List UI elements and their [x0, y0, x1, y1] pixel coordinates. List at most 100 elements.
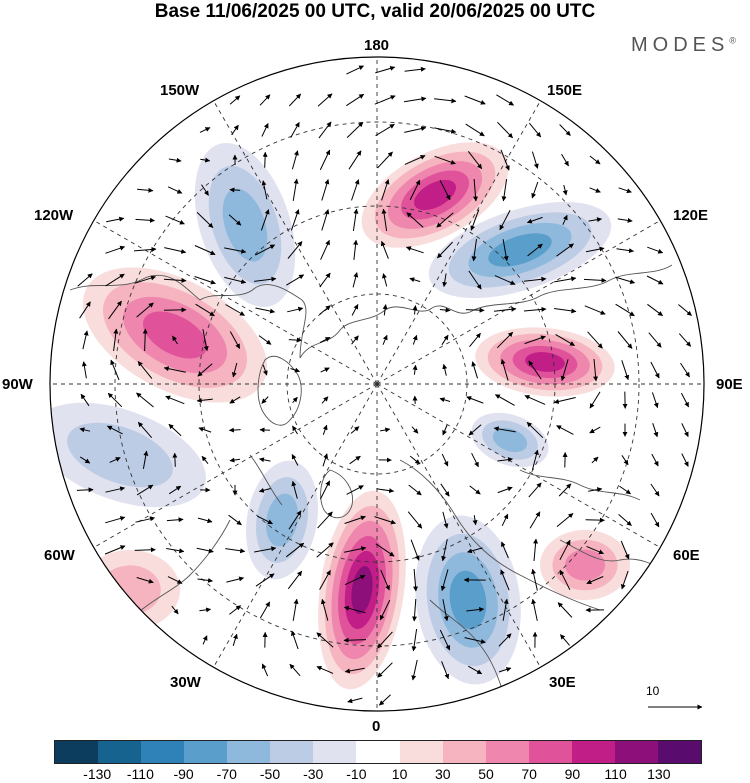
wind-vector: [501, 179, 508, 202]
wind-vector: [81, 361, 87, 379]
wind-vector: [229, 605, 241, 615]
wind-vector: [197, 577, 213, 583]
meridian-line: [93, 220, 378, 385]
wind-vector: [291, 630, 299, 650]
wind-vector: [412, 598, 418, 622]
wind-vector: [502, 239, 509, 262]
wind-vector: [292, 178, 299, 201]
wind-vector: [346, 93, 365, 107]
wind-vector: [254, 546, 277, 553]
wind-vector: [290, 367, 300, 373]
wind-vector: [412, 334, 418, 345]
wind-vector: [620, 540, 630, 560]
wind-vector: [621, 455, 629, 466]
wind-vector: [404, 155, 426, 165]
wind-vector: [163, 277, 187, 283]
anomaly-contour: [99, 565, 161, 615]
map-title: Base 11/06/2025 00 UTC, valid 20/06/2025…: [154, 1, 596, 22]
wind-vector: [166, 517, 184, 523]
colorbar-swatch: [614, 741, 658, 763]
wind-vector: [197, 363, 213, 377]
wind-vector: [554, 276, 577, 283]
colorbar-swatch: [270, 741, 314, 763]
wind-vector: [377, 662, 393, 678]
wind-vector: [441, 453, 449, 467]
wind-vector: [104, 545, 126, 555]
wind-vector: [316, 666, 334, 674]
colorbar-tick-label: -30: [303, 766, 324, 782]
wind-vector: [593, 358, 599, 382]
wind-vector: [231, 124, 239, 136]
wind-vector: [320, 598, 329, 621]
wind-vector: [380, 427, 391, 433]
wind-vector: [498, 667, 512, 673]
wind-vector: [321, 396, 329, 404]
wind-vector: [172, 452, 178, 467]
wind-vector: [322, 424, 328, 435]
wind-vector: [291, 480, 298, 499]
anomaly-caribbean-ridge: [80, 550, 180, 630]
wind-vector: [583, 277, 607, 283]
anomaly-contour: [414, 179, 456, 211]
wind-vector: [134, 275, 156, 284]
wind-vector: [168, 157, 182, 163]
colorbar-tick-label: -130: [83, 766, 112, 782]
wind-vector: [382, 304, 388, 316]
colorbar-tick-label: -50: [259, 766, 281, 782]
colorbar-swatch: [98, 741, 142, 763]
anomaly-north-atlantic-ridge: [318, 490, 406, 690]
anomaly-contour: [525, 352, 565, 372]
wind-vector: [409, 277, 421, 283]
wind-vector: [165, 215, 185, 225]
wind-vector: [650, 512, 660, 528]
lon-label-60w: 60W: [44, 547, 75, 564]
wind-vector: [319, 569, 331, 590]
wind-vector: [377, 151, 393, 169]
colorbar-tick-label: 70: [521, 766, 537, 782]
wind-vector: [494, 275, 516, 285]
colorbar-swatch: [399, 741, 443, 763]
wind-vector: [562, 184, 568, 196]
wind-vector: [434, 127, 457, 134]
wind-vector: [344, 574, 366, 586]
wind-vector: [113, 328, 119, 351]
wind-vector: [557, 602, 573, 618]
wind-vector: [502, 598, 509, 621]
wind-vector: [318, 121, 332, 139]
wind-vector: [470, 209, 480, 231]
anomaly-contour: [492, 427, 528, 453]
colorbar-tick-label: 110: [604, 766, 627, 782]
wind-vector: [136, 392, 154, 408]
wind-vector: [344, 515, 366, 524]
anomaly-west-atlantic-trough: [50, 402, 206, 508]
wind-vector: [136, 484, 154, 496]
map-disc: [50, 57, 704, 711]
wind-vector: [681, 423, 689, 438]
lon-label-30w: 30W: [170, 674, 201, 691]
colorbar-tick-label: -70: [216, 766, 237, 782]
colorbar-swatch: [657, 741, 701, 763]
wind-vector: [375, 123, 395, 137]
wind-vector: [224, 247, 247, 254]
wind-vector: [344, 546, 367, 553]
wind-vector: [77, 273, 93, 287]
wind-vector: [467, 547, 483, 554]
wind-vector: [555, 333, 575, 347]
wind-vector: [351, 304, 359, 316]
wind-vector: [465, 123, 485, 137]
wind-vector: [225, 304, 245, 316]
wind-vector: [348, 150, 362, 170]
colorbar-swatch: [485, 741, 529, 763]
wind-vector: [166, 548, 185, 554]
wind-vector: [584, 305, 606, 315]
wind-vector: [404, 66, 426, 72]
wind-vector: [471, 452, 479, 468]
wind-vector: [406, 212, 424, 228]
wind-vector: [290, 209, 300, 231]
wind-vector: [526, 421, 544, 439]
wind-vector: [287, 570, 303, 590]
wind-vector: [617, 217, 633, 223]
wind-vector: [197, 517, 213, 524]
wind-vector: [678, 304, 692, 316]
